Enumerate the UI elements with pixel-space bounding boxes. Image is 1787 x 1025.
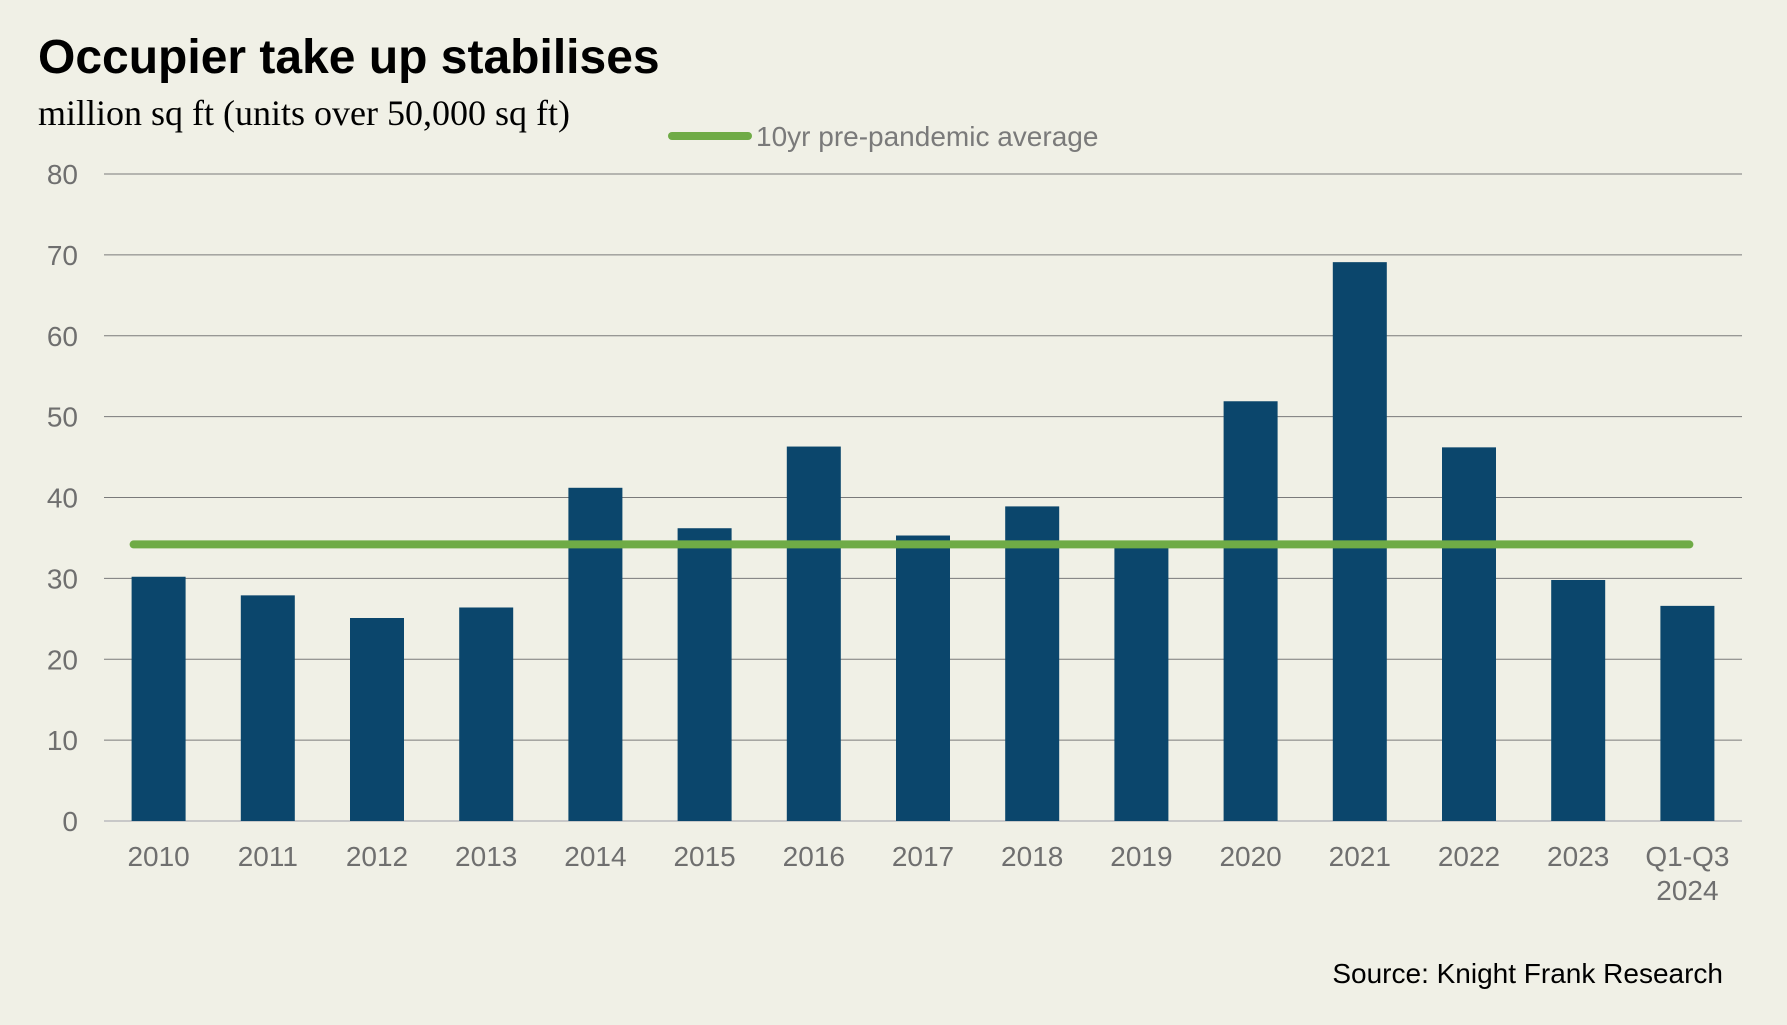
bar-2011 <box>240 595 295 821</box>
x-tick-label: Q1-Q3 <box>1645 841 1729 872</box>
bar-2020 <box>1223 401 1278 821</box>
y-tick-label: 0 <box>62 806 78 837</box>
x-tick-label: 2013 <box>455 841 517 872</box>
y-tick-label: 30 <box>47 563 78 594</box>
x-tick-label: 2015 <box>673 841 735 872</box>
x-tick-label: 2018 <box>1001 841 1063 872</box>
bar-q1-q3-2024 <box>1660 605 1715 821</box>
source-note: Source: Knight Frank Research <box>1332 958 1723 989</box>
chart-title: Occupier take up stabilises <box>38 31 660 84</box>
y-tick-label: 70 <box>47 240 78 271</box>
x-tick-label: 2022 <box>1438 841 1500 872</box>
y-tick-label: 60 <box>47 321 78 352</box>
x-tick-label: 2012 <box>346 841 408 872</box>
bar-2013 <box>459 607 514 821</box>
x-tick-label: 2023 <box>1547 841 1609 872</box>
bar-2022 <box>1442 447 1496 821</box>
bar-2019 <box>1114 546 1169 821</box>
y-tick-label: 40 <box>47 483 78 514</box>
x-tick-label: 2010 <box>127 841 189 872</box>
legend: 10yr pre-pandemic average <box>668 121 1098 152</box>
bar-2018 <box>1005 506 1060 821</box>
bar-2016 <box>786 446 841 821</box>
y-tick-label: 10 <box>47 725 78 756</box>
x-axis-ticks: 2010 2011 2012 2013 2014 2015 2016 2017 2018 2019… <box>127 841 1729 906</box>
x-tick-label: 2016 <box>783 841 845 872</box>
y-tick-label: 50 <box>47 402 78 433</box>
bar-2014 <box>568 487 623 821</box>
chart-subtitle: million sq ft (units over 50,000 sq ft) <box>38 93 570 133</box>
bar-2017 <box>896 535 950 821</box>
y-tick-label: 80 <box>47 159 78 190</box>
x-tick-label: 2019 <box>1110 841 1172 872</box>
x-tick-label: 2020 <box>1219 841 1281 872</box>
bar-2012 <box>350 618 404 821</box>
x-tick-label: 2011 <box>238 841 298 872</box>
x-tick-label: 2021 <box>1329 841 1391 872</box>
bar-2023 <box>1551 579 1606 821</box>
y-tick-label: 20 <box>47 644 78 675</box>
legend-label: 10yr pre-pandemic average <box>756 121 1098 152</box>
x-tick-label: 2017 <box>892 841 954 872</box>
y-axis-ticks: 0 10 20 30 40 50 60 70 80 <box>47 159 78 837</box>
x-tick-label: 2014 <box>564 841 626 872</box>
x-tick-label: 2024 <box>1656 875 1718 906</box>
bar-2015 <box>677 528 732 821</box>
bar-2010 <box>131 576 186 821</box>
